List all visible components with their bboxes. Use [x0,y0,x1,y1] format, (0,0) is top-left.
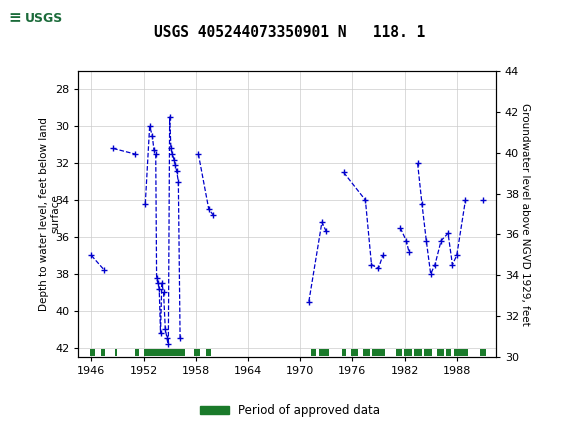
Bar [101,349,105,356]
Bar [480,349,487,356]
Bar [363,349,370,356]
Bar [342,349,346,356]
Bar [404,349,411,356]
Y-axis label: Depth to water level, feet below land
surface: Depth to water level, feet below land su… [39,117,60,311]
Bar [372,349,385,356]
Bar [414,349,422,356]
Y-axis label: Groundwater level above NGVD 1929, feet: Groundwater level above NGVD 1929, feet [520,102,530,326]
Text: USGS 405244073350901 N   118. 1: USGS 405244073350901 N 118. 1 [154,25,426,40]
Bar [396,349,402,356]
Bar [351,349,358,356]
Bar [206,349,211,356]
Bar [194,349,200,356]
Text: ≡: ≡ [9,10,21,25]
FancyBboxPatch shape [6,3,81,33]
Bar [454,349,468,356]
Bar [143,349,185,356]
Legend: Period of approved data: Period of approved data [195,399,385,422]
Bar [423,349,432,356]
Bar [447,349,451,356]
Text: USGS: USGS [24,12,63,25]
Bar [311,349,316,356]
Bar [90,349,95,356]
Bar [135,349,139,356]
Bar [320,349,329,356]
Bar [115,349,117,356]
Bar [437,349,444,356]
